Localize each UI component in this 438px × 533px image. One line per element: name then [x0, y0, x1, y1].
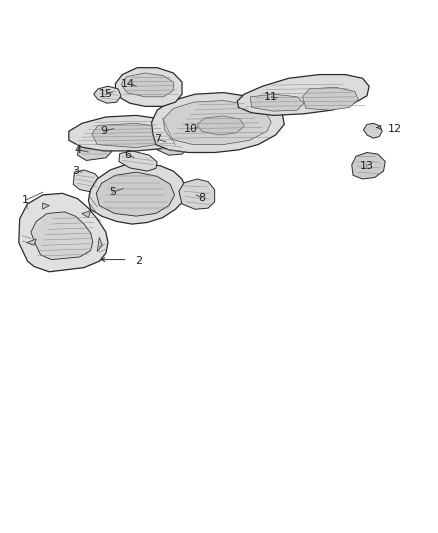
Text: 2: 2	[135, 256, 142, 266]
Polygon shape	[251, 94, 304, 111]
Polygon shape	[78, 143, 113, 160]
Text: 11: 11	[264, 92, 278, 102]
Polygon shape	[116, 68, 182, 107]
Polygon shape	[121, 73, 173, 97]
Polygon shape	[152, 93, 284, 152]
Polygon shape	[237, 75, 369, 115]
Text: 5: 5	[109, 187, 116, 197]
Text: 4: 4	[74, 145, 81, 155]
Text: 10: 10	[184, 124, 198, 134]
Polygon shape	[92, 123, 171, 148]
Polygon shape	[197, 116, 244, 135]
Polygon shape	[88, 163, 186, 224]
Polygon shape	[352, 152, 385, 179]
Text: 15: 15	[99, 89, 113, 99]
Text: 12: 12	[388, 124, 402, 134]
Polygon shape	[97, 237, 102, 252]
Text: 7: 7	[155, 134, 162, 144]
Polygon shape	[179, 179, 215, 209]
Text: 1: 1	[22, 195, 29, 205]
Text: 9: 9	[100, 126, 107, 136]
Polygon shape	[119, 151, 157, 171]
Polygon shape	[19, 193, 108, 272]
Text: 8: 8	[198, 192, 205, 203]
Polygon shape	[69, 115, 180, 151]
Polygon shape	[157, 138, 187, 155]
Polygon shape	[43, 203, 49, 209]
Text: 6: 6	[124, 150, 131, 160]
Text: 14: 14	[120, 78, 134, 88]
Polygon shape	[303, 87, 358, 110]
Polygon shape	[82, 211, 91, 217]
Polygon shape	[94, 86, 121, 103]
Polygon shape	[27, 239, 36, 245]
Polygon shape	[96, 172, 175, 216]
Polygon shape	[163, 101, 271, 144]
Polygon shape	[31, 212, 93, 260]
Polygon shape	[364, 123, 382, 138]
Text: 13: 13	[360, 161, 374, 171]
Polygon shape	[73, 170, 102, 192]
Text: 3: 3	[72, 166, 79, 176]
